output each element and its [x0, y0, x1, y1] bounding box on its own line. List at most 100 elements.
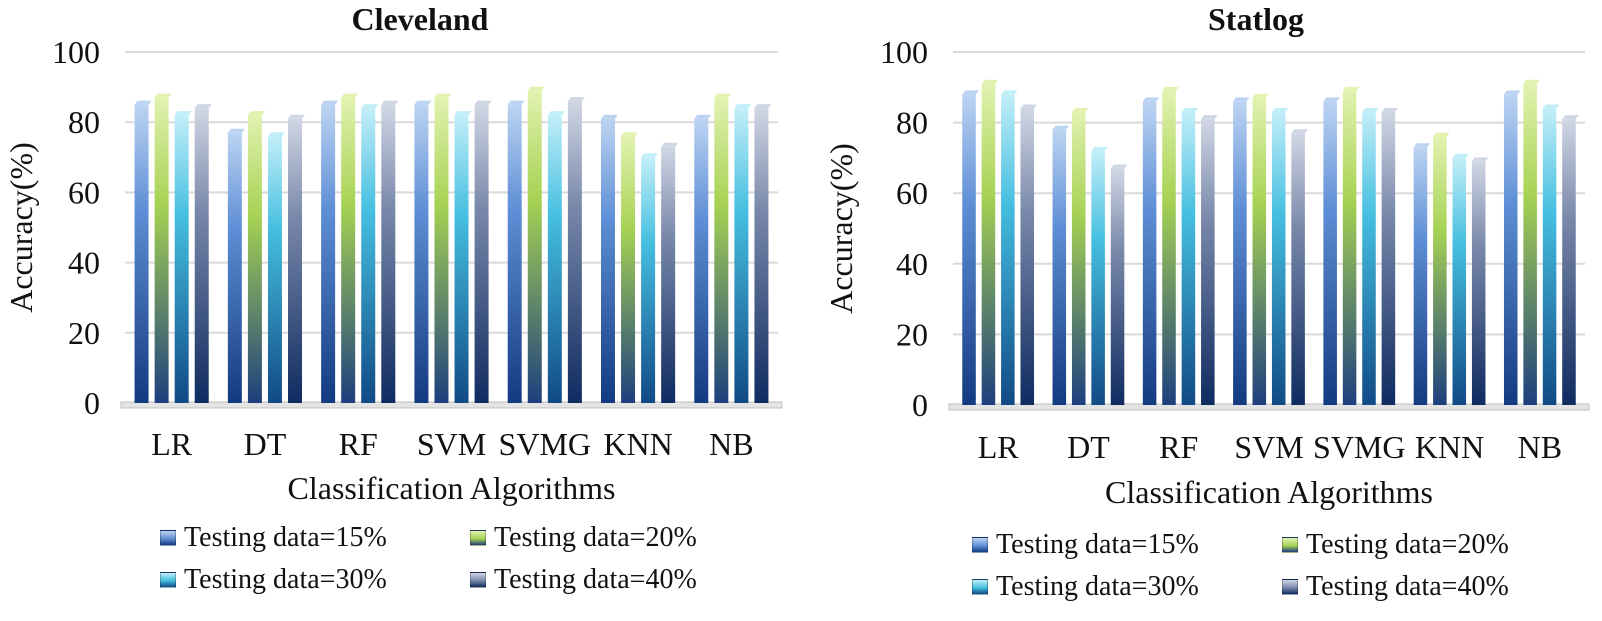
bar-top-face [1091, 146, 1108, 151]
bar-nb-series-1 [694, 118, 709, 403]
bar-lr-series-2 [981, 83, 996, 406]
bar-svm-series-4 [1291, 133, 1305, 405]
legend-item: Testing data=30% [972, 571, 1282, 602]
x-axis-baseline [120, 401, 783, 409]
bar-top-face [434, 93, 452, 98]
bar-dt-series-2 [1071, 112, 1086, 405]
bar-svm-series-4 [474, 104, 489, 404]
y-tick-label: 60 [896, 175, 928, 211]
bar-rf-series-1 [1142, 101, 1157, 406]
bar-rf-series-2 [341, 97, 356, 403]
bar-top-face [361, 104, 379, 109]
bar-top-face [1052, 125, 1070, 130]
bar-top-face [754, 104, 772, 109]
bar-rf-series-3 [1181, 112, 1196, 405]
bar-top-face [247, 111, 265, 116]
bar-lr-series-4 [1020, 108, 1035, 405]
legend-swatch-icon [1282, 537, 1298, 553]
y-axis-label: Accuracy(%) [3, 142, 39, 313]
y-tick-label: 20 [896, 316, 928, 352]
bar-top-face [1110, 164, 1128, 169]
legend-label: Testing data=40% [494, 564, 697, 595]
bar-top-face [1342, 86, 1360, 91]
x-tick-label: SVMG [1313, 429, 1405, 465]
bar-svmg-series-3 [1362, 112, 1376, 405]
bar-rf-series-4 [381, 104, 396, 404]
legend-swatch-icon [160, 572, 176, 588]
bar-svmg-series-1 [507, 104, 522, 404]
legend-item: Testing data=15% [160, 522, 470, 553]
y-tick-label: 60 [68, 174, 100, 210]
bar-rf-series-1 [321, 104, 336, 404]
y-tick-label: 80 [896, 105, 928, 141]
bar-top-face [227, 128, 245, 133]
bar-top-face [621, 132, 639, 137]
bar-top-face [661, 142, 679, 147]
bar-top-face [1142, 97, 1160, 102]
bar-svm-series-2 [1252, 97, 1267, 405]
bar-top-face [474, 100, 492, 105]
y-axis-label: Accuracy(%) [823, 143, 859, 314]
bar-top-face [154, 93, 172, 98]
bar-lr-series-3 [174, 115, 189, 404]
x-tick-label: LR [151, 426, 193, 462]
bar-knn-series-2 [621, 136, 636, 404]
bar-top-face [600, 114, 618, 119]
bar-top-face [1362, 108, 1379, 113]
legend-label: Testing data=30% [996, 571, 1199, 602]
x-tick-label: KNN [603, 426, 672, 462]
chart-cleveland: 0 20 40 60 80 100 LR DT RF SVM SVMG KNN NB Cleveland C… [3, 1, 783, 506]
x-tick-label: LR [978, 429, 1020, 465]
x-axis-label: Classification Algorithms [288, 470, 616, 506]
x-tick-label: DT [1067, 429, 1110, 465]
bar-top-face [1001, 90, 1018, 95]
bar-svmg-series-2 [527, 90, 542, 404]
chart-statlog: 0 20 40 60 80 100 LR DT RF SVM SVMG KNN NB Statlog Cla… [823, 1, 1590, 510]
bar-svm-series-2 [434, 97, 449, 403]
legend-swatch-icon [972, 579, 988, 595]
bar-top-face [694, 114, 712, 119]
legend-label: Testing data=20% [1306, 529, 1509, 560]
bar-nb-series-3 [734, 108, 749, 403]
bar-nb-series-3 [1542, 108, 1557, 405]
bar-knn-series-3 [641, 157, 656, 403]
x-tick-label: DT [244, 426, 287, 462]
bar-top-face [1201, 115, 1218, 120]
bar-lr-series-1 [962, 94, 976, 406]
legend-swatch-icon [470, 572, 486, 588]
bar-top-face [1233, 97, 1250, 102]
x-tick-label: NB [709, 426, 753, 462]
x-tick-label: SVM [1234, 429, 1303, 465]
bar-top-face [1471, 157, 1489, 162]
x-tick-label: NB [1518, 429, 1562, 465]
bar-top-face [1291, 129, 1308, 134]
bar-dt-series-1 [1052, 129, 1067, 405]
bar-top-face [567, 97, 585, 102]
x-tick-label: SVMG [499, 426, 591, 462]
legend-item: Testing data=30% [160, 564, 470, 595]
y-tick-label: 0 [912, 387, 928, 423]
bar-top-face [1162, 86, 1179, 91]
x-axis-baseline [948, 403, 1590, 411]
bar-top-face [267, 132, 285, 137]
bar-dt-series-3 [267, 136, 282, 404]
bar-knn-series-1 [600, 118, 615, 403]
y-tick-label: 40 [896, 246, 928, 282]
bar-top-face [1381, 108, 1399, 113]
bar-svmg-series-4 [567, 101, 582, 403]
bar-dt-series-2 [247, 115, 262, 404]
legend-label: Testing data=15% [184, 522, 387, 553]
bar-svm-series-3 [1271, 112, 1286, 405]
bar-nb-series-2 [714, 97, 729, 403]
bar-top-face [962, 90, 979, 95]
bar-top-face [1413, 143, 1431, 148]
y-tick-label: 80 [68, 104, 100, 140]
bar-rf-series-4 [1201, 119, 1215, 405]
legend-item: Testing data=40% [470, 564, 770, 595]
bar-top-face [1562, 115, 1579, 120]
legend-statlog: Testing data=15% Testing data=20% Testin… [972, 529, 1582, 602]
chart-title: Statlog [1208, 1, 1304, 37]
bar-top-face [714, 93, 732, 98]
x-tick-label: RF [1159, 429, 1198, 465]
bar-nb-series-4 [1562, 119, 1576, 405]
